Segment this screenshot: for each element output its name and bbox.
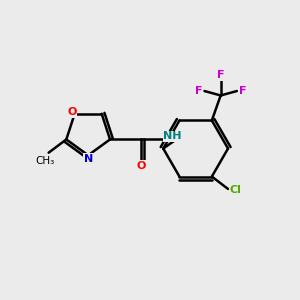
Text: N: N (83, 154, 93, 164)
Text: CH₃: CH₃ (35, 156, 55, 166)
Text: O: O (136, 161, 146, 171)
Text: F: F (239, 86, 247, 96)
Text: O: O (67, 107, 76, 117)
Text: NH: NH (163, 131, 182, 142)
Text: F: F (217, 70, 224, 80)
Text: Cl: Cl (230, 185, 241, 195)
Text: F: F (195, 86, 202, 96)
